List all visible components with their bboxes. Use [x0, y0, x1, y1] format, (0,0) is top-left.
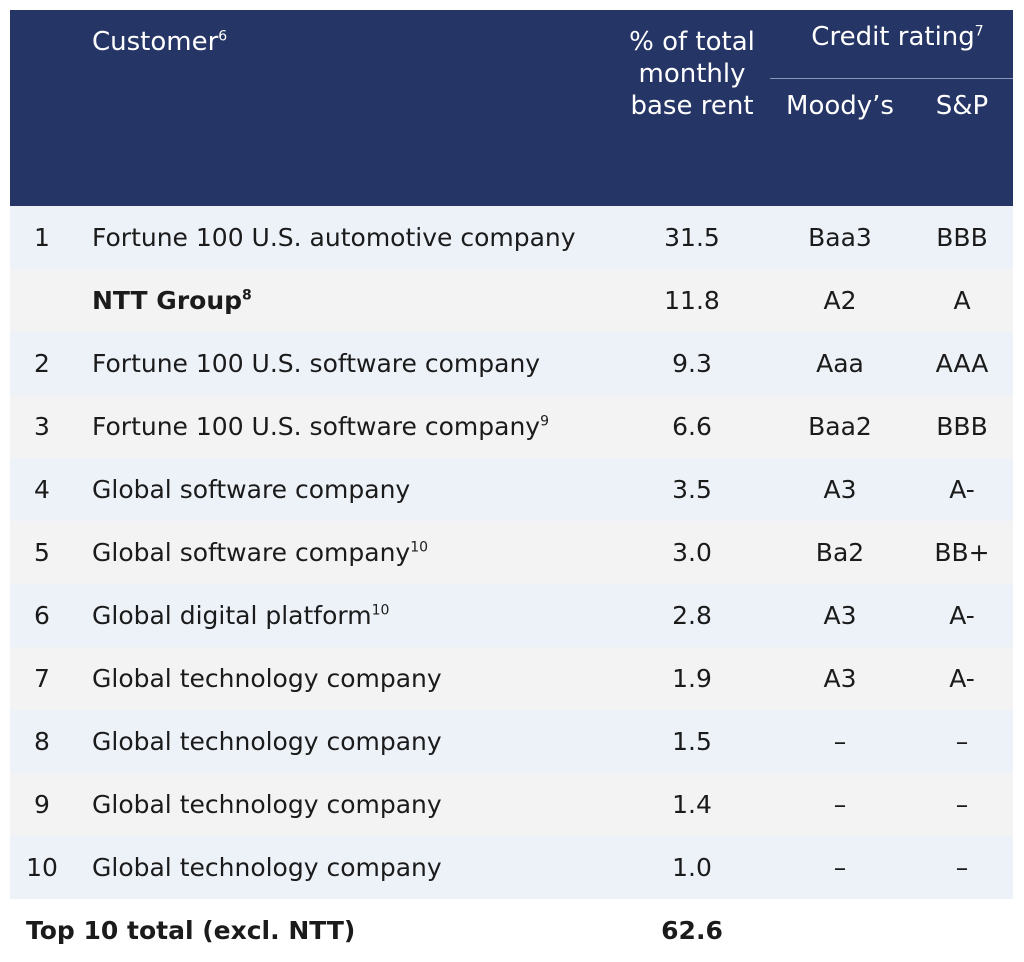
- customer-name-text: Global technology company: [92, 853, 442, 882]
- table-row: NTT Group8 11.8 A2 A: [10, 269, 1013, 332]
- sp-rating: –: [955, 727, 969, 756]
- table-row: 4 Global software company 3.5 A3 A-: [10, 458, 1013, 521]
- customer-name: Global software company10: [92, 521, 428, 584]
- customer-name: Global technology company: [92, 710, 442, 773]
- customer-name-text: Global technology company: [92, 664, 442, 693]
- customer-name-text: Fortune 100 U.S. software company: [92, 412, 541, 441]
- customer-name-text: Global technology company: [92, 727, 442, 756]
- total-pct: 62.6: [661, 916, 723, 945]
- sp-rating: AAA: [935, 349, 989, 378]
- table-row: 7 Global technology company 1.9 A3 A-: [10, 647, 1013, 710]
- table-row: 1 Fortune 100 U.S. automotive company 31.5…: [10, 206, 1013, 269]
- moodys-rating: Ba2: [815, 538, 865, 567]
- customer-name: Fortune 100 U.S. software company9: [92, 395, 549, 458]
- pct-rent: 3.0: [672, 538, 712, 567]
- sp-rating: A-: [949, 601, 975, 630]
- pct-rent: 9.3: [672, 349, 712, 378]
- moodys-rating: A3: [823, 601, 857, 630]
- credit-rating-header: Credit rating7: [811, 22, 984, 52]
- pct-rent: 1.0: [672, 853, 712, 882]
- sp-rating: –: [955, 853, 969, 882]
- sp-column-header: S&P: [935, 91, 989, 121]
- customer-name-text: Global technology company: [92, 790, 442, 819]
- footnote-marker: 10: [410, 539, 429, 556]
- moodys-rating: A3: [823, 475, 857, 504]
- moodys-rating: –: [833, 727, 847, 756]
- row-number: 2: [34, 349, 50, 378]
- pct-rent: 11.8: [664, 286, 720, 315]
- customer-name: NTT Group8: [92, 269, 252, 332]
- pct-column-header: % of total monthly base rent: [629, 27, 755, 121]
- footnote-marker: 8: [242, 287, 252, 304]
- customer-name-text: Fortune 100 U.S. software company: [92, 349, 541, 378]
- table-row: 10 Global technology company 1.0 – –: [10, 836, 1013, 899]
- header-divider: [770, 78, 1013, 79]
- moodys-rating: –: [833, 790, 847, 819]
- customer-table: Customer6 % of total monthly base rent C…: [10, 10, 1013, 962]
- table-row: 8 Global technology company 1.5 – –: [10, 710, 1013, 773]
- moodys-column-header: Moody’s: [786, 91, 894, 121]
- sp-rating: BBB: [936, 412, 988, 441]
- table-body: 1 Fortune 100 U.S. automotive company 31.5…: [10, 206, 1013, 899]
- customer-name: Global technology company: [92, 647, 442, 710]
- customer-column-header: Customer6: [92, 27, 228, 57]
- row-number: 5: [34, 538, 50, 567]
- total-row: Top 10 total (excl. NTT) 62.6: [10, 899, 1013, 962]
- moodys-rating: –: [833, 853, 847, 882]
- pct-rent: 3.5: [672, 475, 712, 504]
- pct-rent: 31.5: [664, 223, 720, 252]
- row-number: 10: [26, 853, 58, 882]
- customer-name-text: NTT Group: [92, 286, 243, 315]
- row-number: 6: [34, 601, 50, 630]
- customer-name: Fortune 100 U.S. automotive company: [92, 206, 576, 269]
- moodys-rating: Baa2: [808, 412, 872, 441]
- pct-rent: 1.4: [672, 790, 712, 819]
- customer-name-text: Global software company: [92, 475, 411, 504]
- customer-name: Global technology company: [92, 773, 442, 836]
- row-number: [10, 269, 74, 332]
- row-number: 7: [34, 664, 50, 693]
- customer-name: Global technology company: [92, 836, 442, 899]
- moodys-rating: Baa3: [808, 223, 872, 252]
- row-number: 4: [34, 475, 50, 504]
- pct-rent: 1.9: [672, 664, 712, 693]
- row-number: 3: [34, 412, 50, 441]
- sp-rating: BB+: [934, 538, 990, 567]
- customer-name: Global software company: [92, 458, 410, 521]
- table-header: Customer6 % of total monthly base rent C…: [10, 10, 1013, 206]
- table-row: 5 Global software company10 3.0 Ba2 BB+: [10, 521, 1013, 584]
- row-number: 9: [34, 790, 50, 819]
- sp-rating: –: [955, 790, 969, 819]
- pct-rent: 2.8: [672, 601, 712, 630]
- moodys-rating: A2: [823, 286, 857, 315]
- customer-name-text: Fortune 100 U.S. automotive company: [92, 223, 576, 252]
- total-label: Top 10 total (excl. NTT): [26, 916, 356, 945]
- footnote-marker: 9: [540, 413, 550, 430]
- table-row: 3 Fortune 100 U.S. software company9 6.6 Ba…: [10, 395, 1013, 458]
- sp-rating: A-: [949, 664, 975, 693]
- sp-rating: BBB: [936, 223, 988, 252]
- table-row: 9 Global technology company 1.4 – –: [10, 773, 1013, 836]
- customer-name: Global digital platform10: [92, 584, 389, 647]
- footnote-marker: 10: [371, 602, 390, 619]
- pct-rent: 1.5: [672, 727, 712, 756]
- sp-rating: A: [953, 286, 971, 315]
- moodys-rating: A3: [823, 664, 857, 693]
- customer-name-text: Global software company: [92, 538, 411, 567]
- table-row: 2 Fortune 100 U.S. software company 9.3 Aaa…: [10, 332, 1013, 395]
- pct-rent: 6.6: [672, 412, 712, 441]
- customer-name-text: Global digital platform: [92, 601, 372, 630]
- sp-rating: A-: [949, 475, 975, 504]
- table-row: 6 Global digital platform10 2.8 A3 A-: [10, 584, 1013, 647]
- row-number: 1: [34, 223, 50, 252]
- moodys-rating: Aaa: [816, 349, 864, 378]
- customer-name: Fortune 100 U.S. software company: [92, 332, 540, 395]
- row-number: 8: [34, 727, 50, 756]
